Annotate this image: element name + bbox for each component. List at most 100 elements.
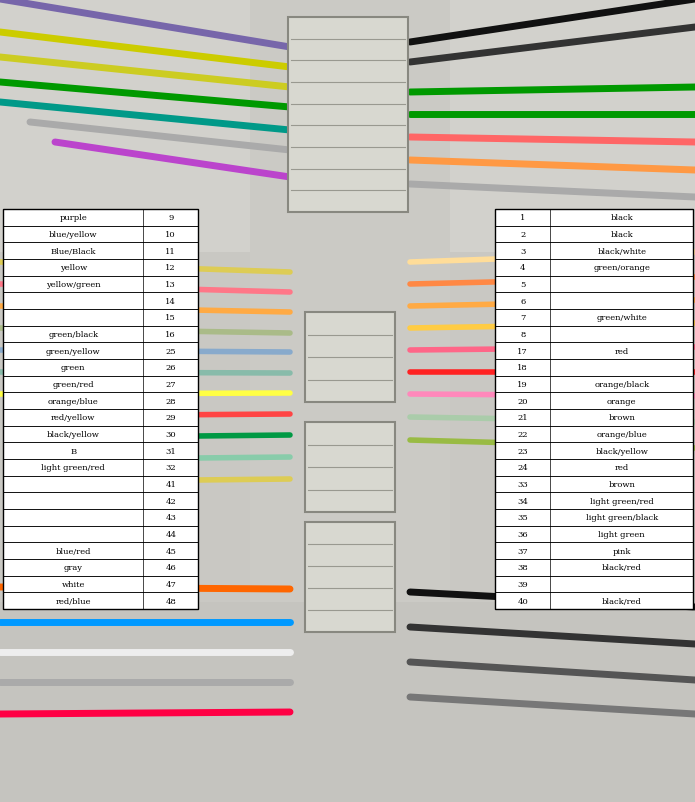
Text: 24: 24 [517, 464, 528, 472]
Text: 22: 22 [518, 431, 528, 439]
Bar [495, 492, 693, 509]
Bar [288, 18, 408, 213]
Bar [3, 526, 198, 543]
Bar [3, 359, 198, 376]
Bar [495, 559, 693, 576]
Bar [495, 443, 693, 460]
Bar [495, 210, 693, 610]
Bar [3, 326, 198, 343]
Text: yellow/green: yellow/green [46, 281, 101, 289]
Bar [495, 576, 693, 593]
Text: 39: 39 [517, 581, 528, 588]
Text: 13: 13 [165, 281, 176, 289]
Bar [495, 543, 693, 559]
Text: orange/black: orange/black [594, 380, 649, 388]
Bar [495, 260, 693, 277]
Bar [495, 476, 693, 492]
Text: light green/red: light green/red [41, 464, 105, 472]
Bar [3, 393, 198, 410]
Text: green: green [61, 364, 85, 372]
Text: 44: 44 [165, 530, 177, 538]
Bar [3, 210, 198, 610]
Bar [3, 543, 198, 559]
Text: green/red: green/red [52, 380, 94, 388]
Bar [305, 313, 395, 403]
Bar [495, 393, 693, 410]
Bar [0, 602, 695, 802]
Bar [495, 293, 693, 310]
Text: 26: 26 [165, 364, 176, 372]
Text: 14: 14 [165, 298, 176, 306]
Bar [3, 343, 198, 359]
Text: 1: 1 [520, 214, 525, 222]
Bar [495, 460, 693, 476]
Text: orange/blue: orange/blue [48, 397, 99, 405]
Text: 28: 28 [165, 397, 176, 405]
Bar [3, 310, 198, 326]
Bar [495, 426, 693, 443]
Text: 20: 20 [518, 397, 528, 405]
Text: 33: 33 [517, 480, 528, 488]
Text: blue/red: blue/red [56, 547, 91, 555]
Text: green/white: green/white [596, 314, 647, 322]
Text: 18: 18 [517, 364, 528, 372]
Text: brown: brown [608, 414, 635, 422]
Text: light green/red: light green/red [590, 497, 653, 505]
Bar [495, 376, 693, 393]
Text: black/yellow: black/yellow [596, 447, 648, 455]
Text: 41: 41 [165, 480, 176, 488]
Text: red: red [614, 347, 629, 355]
Text: yellow: yellow [60, 264, 87, 272]
Text: 46: 46 [165, 564, 176, 572]
Bar [305, 423, 395, 512]
Bar [3, 410, 198, 426]
Bar [3, 593, 198, 610]
Text: B: B [70, 447, 76, 455]
Text: 27: 27 [165, 380, 176, 388]
Text: red/yellow: red/yellow [51, 414, 95, 422]
Text: 37: 37 [517, 547, 528, 555]
Text: 17: 17 [517, 347, 528, 355]
Text: 12: 12 [165, 264, 176, 272]
Bar [3, 243, 198, 260]
Text: 7: 7 [520, 314, 525, 322]
Bar [0, 0, 695, 253]
Bar [3, 576, 198, 593]
Text: 19: 19 [517, 380, 528, 388]
Text: black/red: black/red [602, 564, 641, 572]
Text: white: white [62, 581, 85, 588]
Bar [495, 410, 693, 426]
Bar [3, 277, 198, 293]
Bar [495, 243, 693, 260]
Text: 38: 38 [517, 564, 528, 572]
Text: 8: 8 [520, 330, 525, 338]
Text: 25: 25 [165, 347, 176, 355]
Text: light green: light green [598, 530, 645, 538]
Text: 23: 23 [517, 447, 528, 455]
Text: 6: 6 [520, 298, 525, 306]
Bar [495, 310, 693, 326]
Text: 35: 35 [517, 514, 528, 521]
Text: 2: 2 [520, 231, 525, 239]
Bar [495, 226, 693, 243]
Text: red: red [614, 464, 629, 472]
Bar [495, 210, 693, 610]
Bar [3, 492, 198, 509]
Text: black/white: black/white [597, 247, 646, 255]
Text: brown: brown [608, 480, 635, 488]
Bar [495, 526, 693, 543]
Text: 16: 16 [165, 330, 176, 338]
Bar [495, 593, 693, 610]
Text: 9: 9 [168, 214, 173, 222]
Text: black: black [610, 214, 633, 222]
Text: Blue/Black: Blue/Black [51, 247, 96, 255]
Bar [495, 326, 693, 343]
Bar [3, 443, 198, 460]
Bar [250, 0, 450, 802]
Text: 34: 34 [517, 497, 528, 505]
Bar [3, 210, 198, 226]
Text: 45: 45 [165, 547, 176, 555]
Text: 5: 5 [520, 281, 525, 289]
Text: orange/blue: orange/blue [596, 431, 647, 439]
Text: 32: 32 [165, 464, 176, 472]
